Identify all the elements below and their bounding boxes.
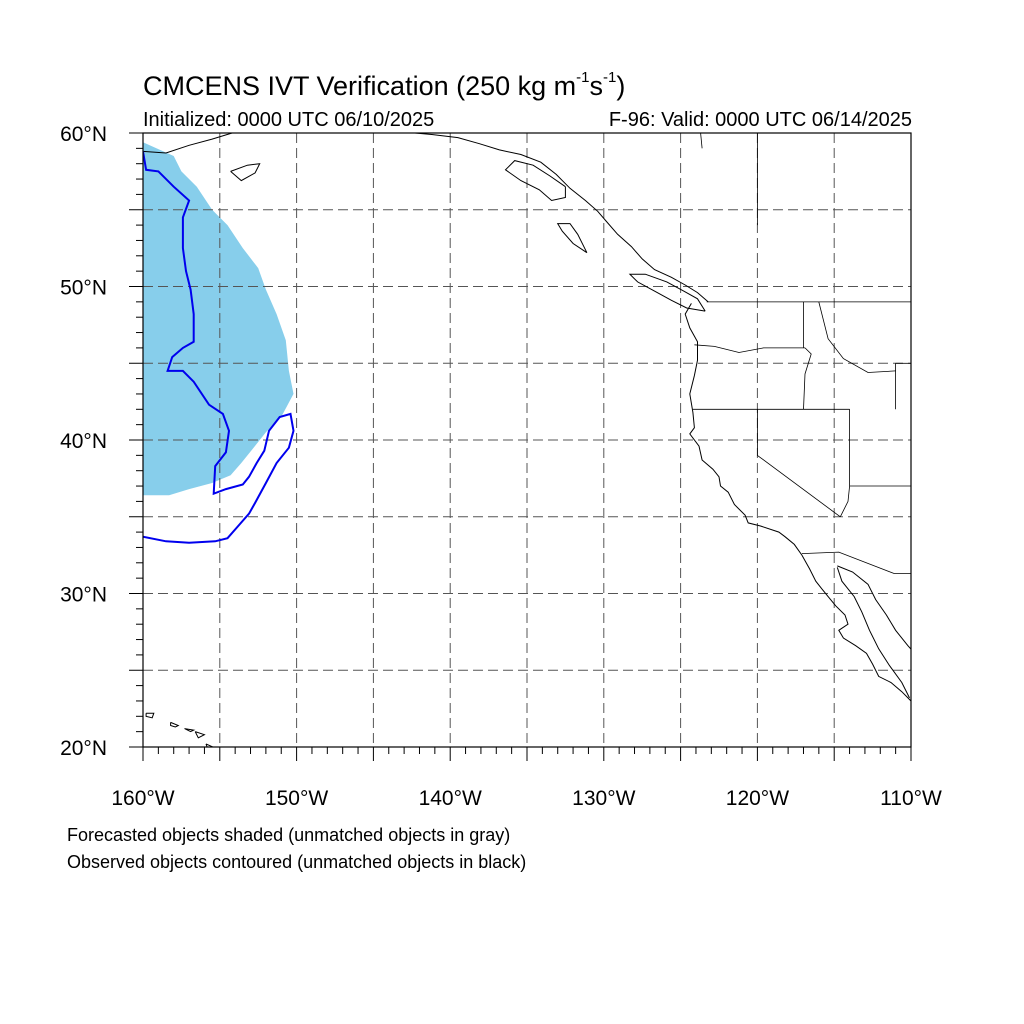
coastline-hawaii xyxy=(194,731,206,739)
coastline-hawaii xyxy=(145,712,155,719)
observed-object-contour xyxy=(143,151,295,544)
lon-tick-label: 110°W xyxy=(880,787,942,810)
coastline-hawaii xyxy=(184,728,196,733)
border-line xyxy=(801,551,911,574)
coastline-us-west xyxy=(684,303,911,702)
title-mid: s xyxy=(589,71,604,101)
coastline-vancouver-island xyxy=(628,273,706,312)
title-prefix: CMCENS IVT Verification (250 kg m xyxy=(143,71,577,101)
lon-tick-label: 130°W xyxy=(572,787,635,810)
title-sup-1: -1 xyxy=(576,69,590,86)
coastline-kodiak-kenai xyxy=(143,133,233,154)
coastline-bc-coast xyxy=(414,133,709,303)
lat-tick-label: 60°N xyxy=(60,123,107,146)
lon-tick-label: 120°W xyxy=(726,787,789,810)
lat-tick-label: 40°N xyxy=(60,430,107,453)
border-line xyxy=(757,409,841,518)
coastline-kodiak xyxy=(230,163,261,182)
coastline-alaska-islands xyxy=(504,160,566,202)
border-line xyxy=(803,347,812,410)
lon-tick-label: 160°W xyxy=(111,787,174,810)
coastline-hawaii xyxy=(205,743,215,747)
lon-tick-label: 140°W xyxy=(419,787,482,810)
coastline-hawaii xyxy=(170,721,180,728)
lat-tick-label: 30°N xyxy=(60,584,107,607)
chart-title: CMCENS IVT Verification (250 kg m-1s-1) xyxy=(143,69,626,102)
lat-tick-label: 20°N xyxy=(60,737,107,760)
valid-time-label: F-96: Valid: 0000 UTC 06/14/2025 xyxy=(608,109,912,131)
legend-note-forecast: Forecasted objects shaded (unmatched obj… xyxy=(67,825,511,845)
coastline-haida-gwaii xyxy=(556,223,588,254)
coastline-baja-east xyxy=(836,567,910,699)
lat-tick-label: 50°N xyxy=(60,277,107,300)
border-line xyxy=(839,409,850,517)
init-time-label: Initialized: 0000 UTC 06/10/2025 xyxy=(143,109,435,131)
border-line xyxy=(818,301,896,373)
lon-tick-label: 150°W xyxy=(265,787,328,810)
legend-note-observed: Observed objects contoured (unmatched ob… xyxy=(67,852,527,872)
title-sup-2: -1 xyxy=(603,69,617,86)
forecast-object xyxy=(143,142,294,496)
border-line xyxy=(694,344,805,353)
border-line xyxy=(700,133,703,149)
coastline-gulf-ca-east xyxy=(837,565,911,650)
title-suffix: ) xyxy=(616,71,626,101)
